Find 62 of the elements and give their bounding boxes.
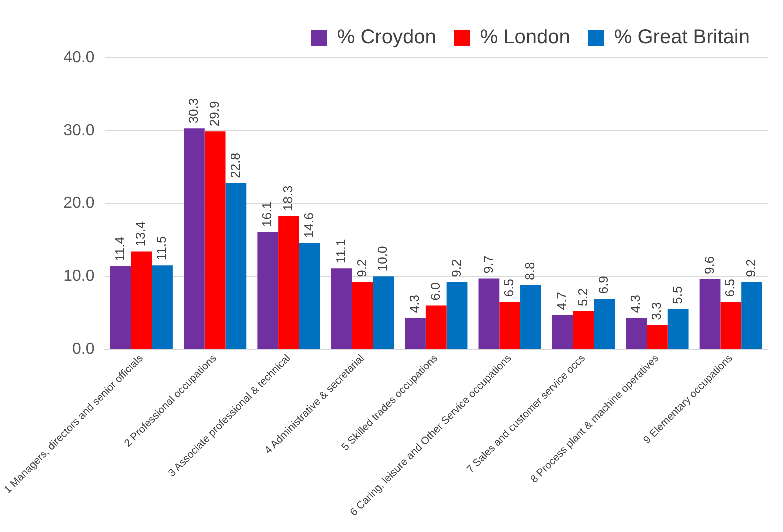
bar <box>331 268 352 349</box>
data-label: 11.4 <box>112 237 128 262</box>
data-label: 6.5 <box>722 279 738 298</box>
bar <box>668 309 689 349</box>
data-label: 9.2 <box>354 259 370 278</box>
data-label: 5.5 <box>670 286 685 304</box>
bar <box>552 315 574 349</box>
bar <box>594 299 616 349</box>
bar <box>426 306 447 349</box>
data-label: 18.3 <box>280 186 296 212</box>
y-tick-label: 20.0 <box>64 195 95 212</box>
bar <box>110 266 132 349</box>
data-label: 10.0 <box>375 246 390 272</box>
bar <box>226 183 247 349</box>
legend-label: % London <box>480 26 570 49</box>
data-label: 9.6 <box>702 256 717 274</box>
bar <box>184 128 205 349</box>
bar <box>647 325 668 349</box>
bar <box>500 302 521 349</box>
bar <box>131 252 152 349</box>
data-label: 3.3 <box>649 302 664 320</box>
data-label: 13.4 <box>133 221 148 247</box>
data-label: 16.1 <box>260 202 275 228</box>
bar <box>258 232 279 349</box>
y-tick-label: 10.0 <box>64 268 95 285</box>
bar <box>700 279 721 349</box>
data-label: 9.7 <box>480 256 496 274</box>
data-label: 4.3 <box>407 295 422 314</box>
bar <box>520 285 542 349</box>
data-label: 29.9 <box>206 101 222 127</box>
bar <box>299 243 320 349</box>
data-label: 4.7 <box>554 292 570 310</box>
bar <box>446 282 468 349</box>
bar <box>204 132 226 349</box>
bar <box>720 302 742 349</box>
data-label: 9.2 <box>448 259 464 278</box>
y-tick-label: 0.0 <box>72 340 95 358</box>
y-tick-label: 30.0 <box>64 122 95 140</box>
bar <box>373 276 394 349</box>
data-label: 6.0 <box>428 282 443 301</box>
legend-label: % Great Britain <box>614 26 750 49</box>
data-label: 9.2 <box>744 259 759 278</box>
bar <box>478 278 500 349</box>
data-label: 22.8 <box>228 153 243 178</box>
bar <box>352 282 374 349</box>
data-label: 30.3 <box>186 98 202 124</box>
data-label: 5.2 <box>575 288 590 307</box>
data-label: 8.8 <box>522 262 538 280</box>
bar <box>405 318 426 349</box>
legend-label: % Croydon <box>337 26 436 49</box>
bar <box>573 312 594 349</box>
bar <box>742 282 762 349</box>
data-label: 6.9 <box>596 276 612 294</box>
bar <box>626 318 648 349</box>
data-label: 6.5 <box>502 279 517 298</box>
data-label: 14.6 <box>301 212 316 238</box>
data-label: 4.3 <box>628 295 644 314</box>
y-tick-label: 40.0 <box>64 49 95 66</box>
bar <box>278 216 300 349</box>
bar <box>152 266 173 349</box>
data-label: 11.1 <box>333 239 348 264</box>
data-label: 11.5 <box>154 236 170 261</box>
